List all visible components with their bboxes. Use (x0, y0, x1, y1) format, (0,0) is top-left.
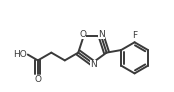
Text: HO: HO (13, 50, 27, 59)
Text: O: O (79, 30, 86, 39)
Text: F: F (132, 31, 137, 40)
Text: O: O (34, 75, 41, 84)
Text: N: N (90, 60, 96, 69)
Text: N: N (98, 30, 105, 39)
